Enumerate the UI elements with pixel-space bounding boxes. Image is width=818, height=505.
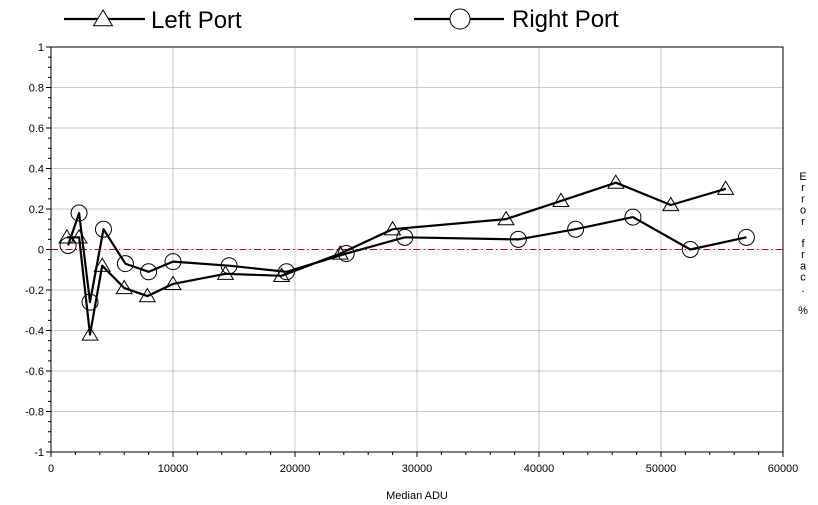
x-axis-label: Median ADU — [386, 490, 448, 502]
data-point-circle — [396, 228, 414, 246]
data-point-triangle — [81, 326, 99, 341]
y-tick-label: -0.8 — [25, 407, 44, 419]
data-point-triangle — [383, 220, 402, 236]
y-tick-label: 0.8 — [29, 83, 44, 95]
y-axis-label-char: r — [801, 216, 805, 228]
data-point-circle — [737, 228, 755, 246]
x-tick-label: 20000 — [280, 463, 311, 475]
data-point-triangle — [716, 180, 735, 195]
legend-label-left-port: Left Port — [151, 7, 242, 34]
data-point-circle — [337, 245, 355, 263]
series-line — [67, 212, 747, 304]
data-point-triangle — [552, 192, 570, 208]
y-tick-label: 0.4 — [29, 164, 44, 176]
y-tick-labels: -1 -0.8 -0.6 -0.4 -0.2 0 0.2 0.4 0.6 0.8 1 — [25, 42, 44, 459]
y-axis-label-char: a — [800, 260, 807, 272]
x-tick-label: 40000 — [524, 463, 555, 475]
data-point-circle — [70, 204, 88, 222]
data-point-triangle — [93, 257, 111, 272]
y-tick-label: -0.2 — [25, 285, 44, 297]
series-right-port — [59, 204, 755, 311]
data-point-triangle — [607, 174, 625, 189]
data-point-triangle — [115, 279, 133, 295]
data-point-circle — [116, 255, 134, 273]
data-point-triangle — [272, 267, 291, 282]
data-point-triangle — [138, 287, 157, 303]
data-point-triangle — [497, 210, 515, 226]
x-tick-label: 60000 — [768, 463, 799, 475]
x-tick-label: 0 — [48, 463, 54, 475]
y-tick-label: -0.6 — [25, 366, 44, 378]
data-point-circle — [220, 257, 238, 275]
y-tick-label: 0.6 — [29, 123, 44, 135]
y-axis-label-char: c — [800, 272, 806, 284]
y-axis-label-char: r — [801, 193, 805, 205]
series-left-port — [58, 174, 735, 341]
y-axis-label-char: . — [801, 283, 804, 295]
data-point-circle — [681, 241, 699, 258]
data-point-circle — [624, 208, 642, 226]
x-tick-label: 10000 — [158, 463, 189, 475]
legend-item-left-port: Left Port — [64, 7, 242, 34]
data-point-triangle — [216, 265, 235, 280]
data-point-circle — [81, 293, 99, 311]
plot-frame — [50, 46, 784, 453]
legend-marker-triangle — [92, 9, 114, 27]
data-point-circle — [94, 220, 112, 238]
y-tick-label: -1 — [34, 447, 44, 459]
data-point-triangle — [164, 275, 182, 291]
data-point-circle — [59, 236, 77, 254]
legend: Left Port Right Port — [64, 6, 619, 34]
y-tick-label: 0 — [38, 245, 44, 257]
y-axis-label-char: E — [799, 171, 806, 183]
series-group — [58, 174, 755, 341]
y-axis-label-char: o — [800, 205, 806, 217]
y-axis-label-char: r — [801, 182, 805, 194]
y-axis-label-char: % — [798, 305, 808, 317]
legend-item-right-port: Right Port — [414, 6, 619, 33]
data-point-circle — [277, 263, 295, 281]
x-tick-label: 30000 — [402, 463, 433, 475]
y-tick-label: 0.2 — [29, 204, 44, 216]
x-tick-label: 50000 — [646, 463, 677, 475]
y-tick-label: 1 — [38, 42, 44, 54]
data-point-circle — [140, 263, 158, 281]
data-point-circle — [164, 253, 182, 271]
x-tick-labels: 0 10000 20000 30000 40000 50000 60000 — [48, 463, 798, 475]
axes — [46, 46, 784, 457]
y-tick-label: -0.4 — [25, 326, 44, 338]
data-point-circle — [567, 220, 585, 238]
legend-label-right-port: Right Port — [512, 6, 619, 33]
y-axis-label-char: f — [801, 238, 805, 250]
legend-marker-circle — [449, 8, 471, 30]
series-line — [66, 181, 727, 336]
data-point-circle — [509, 230, 527, 248]
data-point-triangle — [662, 196, 680, 212]
y-axis-label-char: r — [801, 249, 805, 261]
